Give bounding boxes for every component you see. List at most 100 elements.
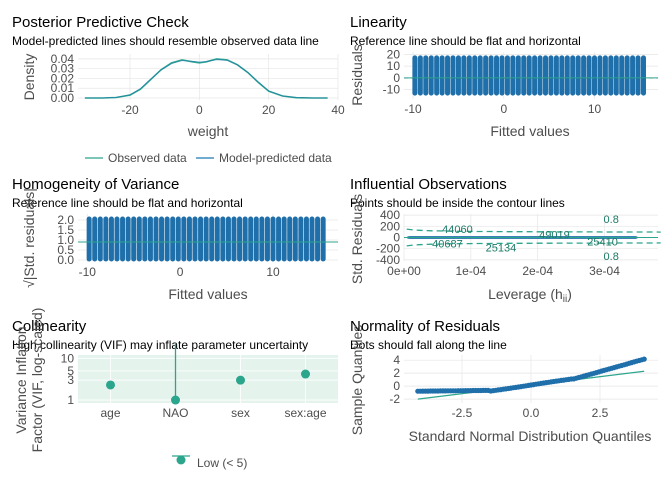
inf-ytick-label: -200 — [376, 242, 400, 256]
ppc-xlabel: weight — [187, 123, 229, 139]
normality-subtitle: Dots should fall along the line — [350, 338, 507, 352]
legend-predicted-label: Model-predicted data — [219, 151, 332, 165]
collinearity-ytick-label: 5 — [67, 364, 74, 378]
influential-contour-upper — [406, 228, 661, 233]
collinearity-grid — [78, 355, 338, 403]
lin-ytick-label: -10 — [383, 83, 401, 97]
collinearity-low-zone — [78, 355, 338, 403]
lin-ytick-label: 0 — [393, 71, 400, 85]
influential-point-label: 40687 — [432, 239, 463, 251]
collinearity-ylabel-line2: Factor (VIF, log-scaled) — [29, 308, 45, 453]
influential-ylabel: Std. Residuals — [349, 194, 365, 284]
nor-xtick-label: 0.0 — [523, 406, 540, 420]
inf-xtick-label: 0e+00 — [387, 264, 421, 278]
hom-xtick-label: 0 — [177, 265, 184, 279]
ppc-xtick-label: 20 — [262, 103, 276, 117]
hom-ytick-label: 0.5 — [57, 243, 74, 257]
ppc-xtick-label: -20 — [121, 103, 139, 117]
collinearity-xtick-label: NAO — [162, 406, 188, 420]
influential-point-label: 25134 — [486, 243, 517, 255]
homogeneity-marks — [78, 216, 338, 262]
nor-xtick-label: 2.5 — [592, 406, 609, 420]
ppc-grid — [78, 54, 339, 100]
inf-ytick-label: 400 — [380, 208, 400, 222]
influential-subtitle: Points should be inside the contour line… — [350, 196, 565, 210]
panel-homogeneity: Homogeneity of Variance Reference line s… — [12, 176, 338, 302]
hom-xtick-label: -10 — [79, 265, 97, 279]
collinearity-title: Collinearity — [12, 318, 87, 335]
ppc-ticks: -20 0 20 40 0.000.010.020.030.04 — [51, 52, 345, 117]
influential-point-label: 44060 — [442, 224, 473, 236]
inf-xtick-label: 2e-04 — [522, 264, 553, 278]
ppc-marks — [84, 58, 328, 99]
linearity-subtitle: Reference line should be flat and horizo… — [350, 34, 581, 48]
collinearity-ytick-label: 10 — [61, 351, 75, 365]
ppc-ytick-label: 0.02 — [51, 71, 75, 85]
lin-xtick-label: 10 — [588, 102, 602, 116]
collinearity-xtick-label: sex — [231, 406, 250, 420]
ppc-ytick-label: 0.03 — [51, 62, 75, 76]
panel-collinearity: Collinearity High collinearity (VIF) may… — [12, 308, 338, 470]
normality-marks — [415, 356, 647, 400]
ppc-title: Posterior Predictive Check — [12, 14, 189, 31]
legend-observed-label: Observed data — [108, 151, 187, 165]
influential-point-label: 25410 — [587, 237, 618, 249]
collinearity-point — [301, 369, 310, 379]
collinearity-point — [106, 380, 115, 390]
ppc-ytick-label: 0.00 — [51, 91, 75, 105]
homogeneity-xlabel: Fitted values — [168, 286, 247, 302]
lin-xtick-label: 0 — [500, 102, 507, 116]
inf-xtick-label: 1e-04 — [455, 264, 486, 278]
normality-point — [641, 356, 647, 362]
collinearity-ytick-label: 3 — [67, 373, 74, 387]
hom-ytick-label: 0.0 — [57, 253, 74, 267]
collinearity-point — [236, 375, 245, 385]
collinearity-ylabel-line1: Variance Inflation — [13, 326, 29, 433]
collinearity-point — [171, 395, 180, 405]
inf-ytick-label: 0 — [393, 231, 400, 245]
collinearity-xtick-label: sex:age — [284, 406, 326, 420]
homogeneity-subtitle: Reference line should be flat and horizo… — [12, 196, 243, 210]
collinearity-legend: Low (< 5) — [172, 455, 247, 470]
ppc-subtitle: Model-predicted lines should resemble ob… — [12, 34, 319, 48]
panel-normality: Normality of Residuals Dots should fall … — [349, 318, 658, 444]
ppc-ylabel: Density — [21, 54, 37, 101]
hom-ytick-label: 1.5 — [57, 223, 74, 237]
ppc-legend: Observed data Model-predicted data — [85, 151, 332, 165]
normality-xlabel: Standard Normal Distribution Quantiles — [409, 428, 652, 444]
influential-xlabel-main: Leverage (h — [488, 286, 563, 302]
panel-linearity: Linearity Reference line should be flat … — [349, 14, 658, 139]
influential-xlabel: Leverage (hii) — [488, 286, 572, 305]
lin-ytick-label: 10 — [387, 59, 401, 73]
homogeneity-ticks: -10 0 10 0.00.51.01.52.0 — [57, 213, 280, 279]
panel-ppc: Posterior Predictive Check Model-predict… — [12, 14, 345, 165]
linearity-title: Linearity — [350, 14, 407, 31]
influential-marks: 0.8 0.8 44060 40687 25134 49019 25410 — [404, 214, 661, 263]
homogeneity-ylabel: √|Std. residuals| — [21, 188, 37, 288]
inf-xtick-label: 3e-04 — [589, 264, 620, 278]
hom-ytick-label: 2.0 — [57, 213, 74, 227]
inf-ytick-label: 200 — [380, 219, 400, 233]
influential-contour-label-upper: 0.8 — [604, 214, 619, 226]
legend-low-swatch-dot — [176, 455, 186, 465]
influential-contour-label-lower: 0.8 — [604, 251, 619, 263]
ppc-ytick-label: 0.04 — [51, 52, 75, 66]
nor-xtick-label: -2.5 — [452, 406, 473, 420]
influential-xlabel-end: ) — [567, 286, 572, 302]
ppc-xtick-label: 40 — [331, 103, 345, 117]
nor-ytick-label: -2 — [389, 392, 400, 406]
lin-xtick-label: -10 — [404, 102, 422, 116]
nor-ytick-label: 0 — [393, 379, 400, 393]
collinearity-subtitle: High collinearity (VIF) may inflate para… — [12, 338, 308, 352]
influential-title: Influential Observations — [350, 176, 507, 193]
collinearity-marks — [106, 343, 310, 405]
influential-grid — [403, 214, 658, 261]
linearity-xlabel: Fitted values — [490, 123, 569, 139]
collinearity-ytick-label: 1 — [67, 393, 74, 407]
hom-xtick-label: 10 — [266, 265, 280, 279]
